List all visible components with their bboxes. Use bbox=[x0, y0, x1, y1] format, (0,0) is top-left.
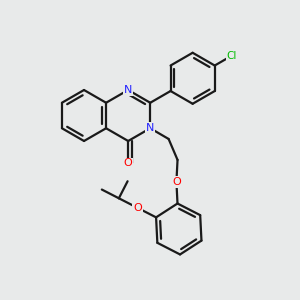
Text: O: O bbox=[124, 158, 133, 168]
Text: N: N bbox=[146, 123, 154, 133]
Text: O: O bbox=[133, 203, 142, 213]
Text: N: N bbox=[124, 85, 132, 95]
Text: Cl: Cl bbox=[227, 51, 237, 61]
Text: O: O bbox=[172, 177, 181, 187]
